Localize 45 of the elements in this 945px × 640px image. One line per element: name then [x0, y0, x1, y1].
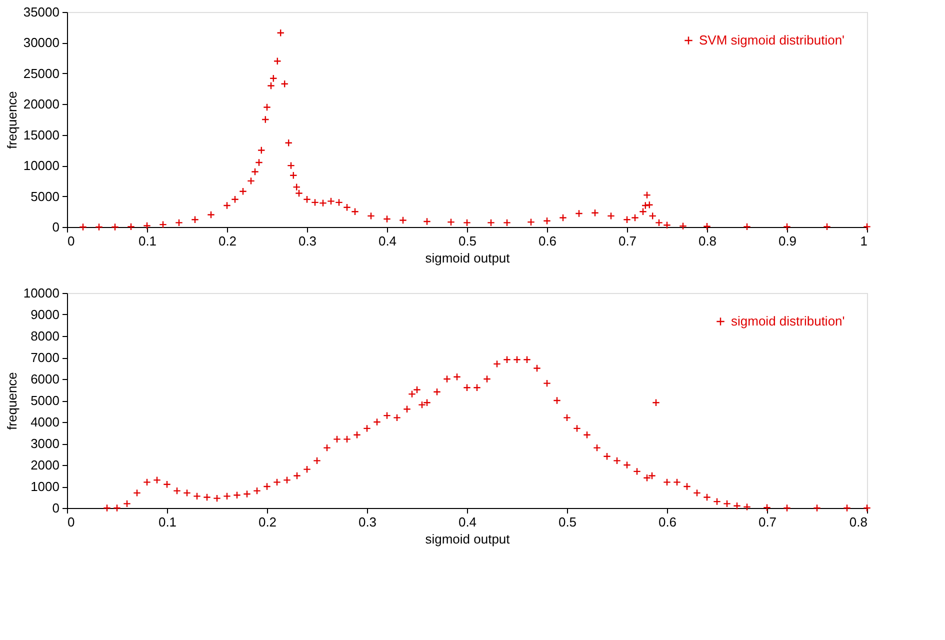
y-tick-label: 25000	[23, 66, 60, 81]
y-tick-label: 7000	[30, 350, 60, 365]
x-tick-label: 0.6	[538, 234, 557, 248]
x-tick-label: 0.4	[458, 514, 477, 530]
x-tick-label: 0.8	[698, 234, 717, 248]
x-tick-label: 0.5	[558, 514, 577, 530]
y-tick-label: 1000	[30, 479, 60, 494]
x-tick-label: 0.2	[218, 234, 237, 248]
x-tick-label: 0.6	[658, 514, 677, 530]
y-tick-label: 2000	[30, 458, 60, 472]
x-tick-label: 0.9	[778, 234, 797, 248]
y-tick-label: 5000	[30, 188, 60, 204]
x-tick-label: 1	[860, 234, 868, 248]
y-axis-title: frequence	[4, 91, 20, 149]
y-tick-label: 6000	[30, 372, 60, 386]
y-tick-label: 0	[52, 220, 60, 234]
y-tick-label: 10000	[23, 286, 60, 300]
x-tick-label: 0.5	[458, 234, 477, 248]
y-tick-label: 5000	[30, 393, 60, 408]
y-axis-title: frequence	[4, 372, 20, 430]
y-tick-label: 10000	[23, 158, 60, 174]
x-tick-label: 0.8	[849, 514, 868, 530]
y-tick-label: 8000	[30, 328, 60, 344]
x-tick-label: 0.1	[158, 514, 177, 530]
y-tick-label: 20000	[23, 96, 60, 112]
y-tick-label: 4000	[30, 414, 60, 430]
x-tick-label: 0.7	[618, 234, 637, 248]
y-tick-label: 15000	[23, 127, 60, 142]
x-tick-label: 0.3	[358, 514, 377, 530]
y-tick-label: 0	[52, 500, 60, 516]
y-tick-label: 30000	[23, 35, 60, 50]
x-tick-label: 0	[68, 514, 75, 530]
x-tick-label: 0.3	[298, 234, 317, 248]
x-axis-title: sigmoid output	[425, 532, 510, 546]
y-tick-label: 9000	[30, 307, 60, 322]
x-tick-label: 0	[68, 234, 75, 248]
y-tick-label: 3000	[30, 436, 60, 451]
legend-label: SVM sigmoid distribution'	[699, 32, 845, 48]
x-axis-title: sigmoid output	[425, 250, 510, 266]
x-tick-label: 0.4	[378, 234, 397, 248]
y-tick-label: 35000	[23, 4, 60, 20]
x-tick-label: 0.2	[258, 514, 277, 530]
legend-label: sigmoid distribution'	[731, 314, 845, 328]
x-tick-label: 0.1	[138, 234, 157, 248]
x-tick-label: 0.7	[758, 514, 777, 530]
